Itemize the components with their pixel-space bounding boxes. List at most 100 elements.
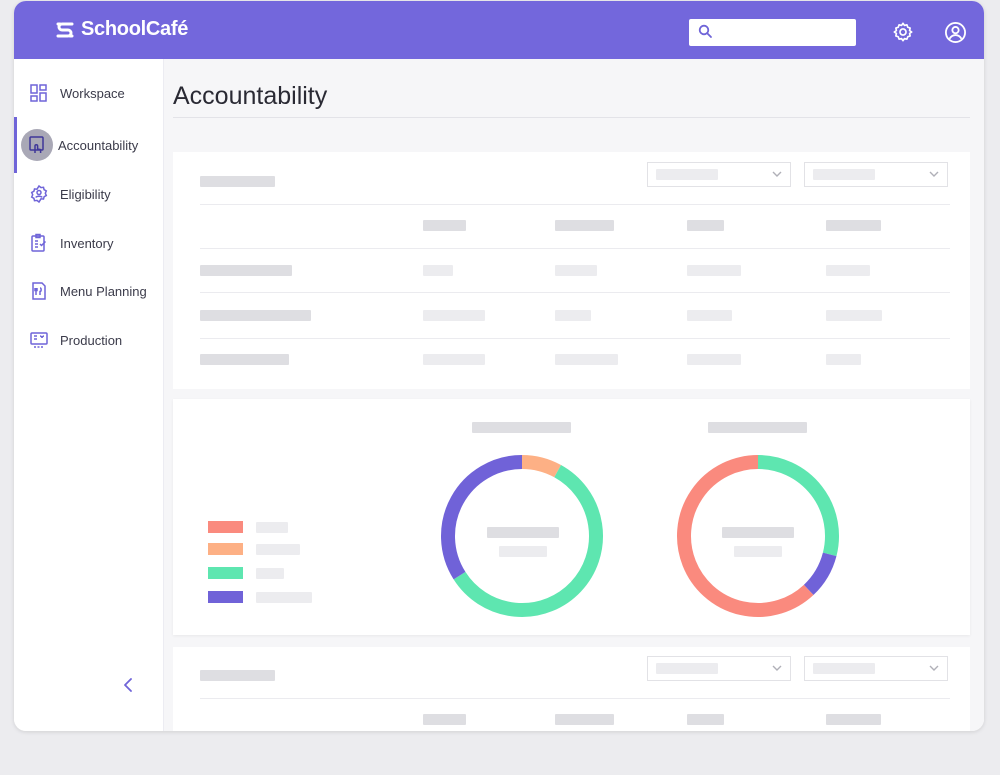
sidebar-item-eligibility[interactable]: Eligibility (14, 170, 163, 218)
brand-logo[interactable]: SchoolCafé (54, 18, 188, 41)
sidebar-item-label: Inventory (60, 235, 114, 251)
table-cell-placeholder (687, 310, 732, 321)
badge-person-icon (27, 182, 51, 206)
sidebar-item-workspace[interactable]: Workspace (14, 69, 163, 117)
legend-label-placeholder (256, 544, 300, 555)
divider (200, 698, 950, 699)
filter-select[interactable] (647, 656, 791, 681)
column-header-placeholder (687, 220, 724, 231)
profile-button[interactable] (943, 20, 967, 44)
column-header-placeholder (555, 220, 614, 231)
table-cell-placeholder (826, 265, 870, 276)
chevron-down-icon (772, 171, 782, 177)
collapse-sidebar-button[interactable] (118, 675, 138, 695)
donut-slice[interactable] (677, 455, 814, 617)
column-header-placeholder (687, 714, 724, 725)
chart-title-placeholder (708, 422, 807, 433)
donut-slice[interactable] (757, 455, 839, 557)
table-cell-placeholder (555, 310, 591, 321)
sidebar-item-accountability[interactable]: Accountability (14, 117, 163, 173)
menu-document-icon (27, 279, 51, 303)
search-input[interactable] (689, 19, 856, 46)
table-cell-placeholder (687, 265, 741, 276)
table-card-skeleton (173, 647, 970, 731)
table-card-skeleton (173, 152, 970, 389)
donut-charts (441, 455, 839, 617)
select-value-placeholder (656, 663, 718, 674)
legend-swatch (208, 521, 243, 533)
settings-button[interactable] (891, 20, 915, 44)
divider (200, 204, 950, 205)
table-row-placeholder (200, 310, 311, 321)
chart-center-value-placeholder (722, 527, 794, 538)
table-cell-placeholder (826, 354, 861, 365)
table-cell-placeholder (687, 354, 741, 365)
gear-icon (893, 22, 913, 42)
legend-swatch (208, 567, 243, 579)
sidebar-item-label: Production (60, 332, 123, 348)
divider (200, 248, 950, 249)
column-header-placeholder (826, 714, 881, 725)
filter-select[interactable] (647, 162, 791, 187)
brand-name: SchoolCafé (81, 18, 189, 40)
touch-screen-icon (21, 129, 53, 161)
sidebar-item-label: Eligibility (60, 186, 111, 202)
sidebar-item-inventory[interactable]: Inventory (14, 219, 163, 267)
chart-card (173, 399, 970, 635)
chevron-left-icon (124, 678, 132, 692)
chart-center-label-placeholder (734, 546, 782, 557)
filter-select[interactable] (804, 656, 948, 681)
donut-slice[interactable] (453, 465, 603, 617)
top-header: SchoolCafé (14, 1, 984, 59)
legend-label-placeholder (256, 592, 312, 603)
select-value-placeholder (813, 663, 875, 674)
donut-slice[interactable] (441, 455, 523, 580)
legend-swatch (208, 591, 243, 603)
column-header-placeholder (423, 220, 466, 231)
chart-center-value-placeholder (487, 527, 559, 538)
dashboard-grid-icon (27, 81, 51, 105)
table-cell-placeholder (555, 354, 618, 365)
divider (173, 117, 970, 118)
brand-logo-icon (56, 22, 74, 37)
production-board-icon (27, 328, 51, 352)
table-cell-placeholder (555, 265, 597, 276)
chart-center-label-placeholder (499, 546, 547, 557)
card-title-placeholder (200, 176, 275, 187)
search-icon (698, 24, 712, 38)
table-cell-placeholder (423, 310, 485, 321)
sidebar: Workspace Accountability Eligibility (14, 59, 164, 731)
card-title-placeholder (200, 670, 275, 681)
table-row-placeholder (200, 354, 289, 365)
legend-swatch (208, 543, 243, 555)
user-circle-icon (944, 21, 966, 43)
table-row-placeholder (200, 265, 292, 276)
sidebar-item-production[interactable]: Production (14, 316, 163, 364)
divider (200, 292, 950, 293)
table-cell-placeholder (826, 310, 882, 321)
sidebar-item-label: Workspace (60, 85, 125, 101)
page-title: Accountability (173, 82, 328, 110)
chevron-down-icon (929, 171, 939, 177)
table-cell-placeholder (423, 354, 485, 365)
divider (200, 338, 950, 339)
donut-slice[interactable] (803, 552, 837, 596)
select-value-placeholder (813, 169, 875, 180)
donut-slice[interactable] (521, 455, 562, 478)
chart-title-placeholder (472, 422, 571, 433)
column-header-placeholder (826, 220, 881, 231)
clipboard-check-icon (27, 231, 51, 255)
column-header-placeholder (555, 714, 614, 725)
sidebar-item-menu-planning[interactable]: Menu Planning (14, 267, 163, 315)
legend-label-placeholder (256, 522, 288, 533)
filter-select[interactable] (804, 162, 948, 187)
select-value-placeholder (656, 169, 718, 180)
chevron-down-icon (772, 665, 782, 671)
app-window: SchoolCafé (14, 1, 984, 731)
column-header-placeholder (423, 714, 466, 725)
sidebar-item-label: Accountability (58, 137, 139, 153)
sidebar-item-label: Menu Planning (60, 283, 147, 299)
table-cell-placeholder (423, 265, 453, 276)
main-content: Accountability (164, 59, 984, 731)
legend-label-placeholder (256, 568, 284, 579)
